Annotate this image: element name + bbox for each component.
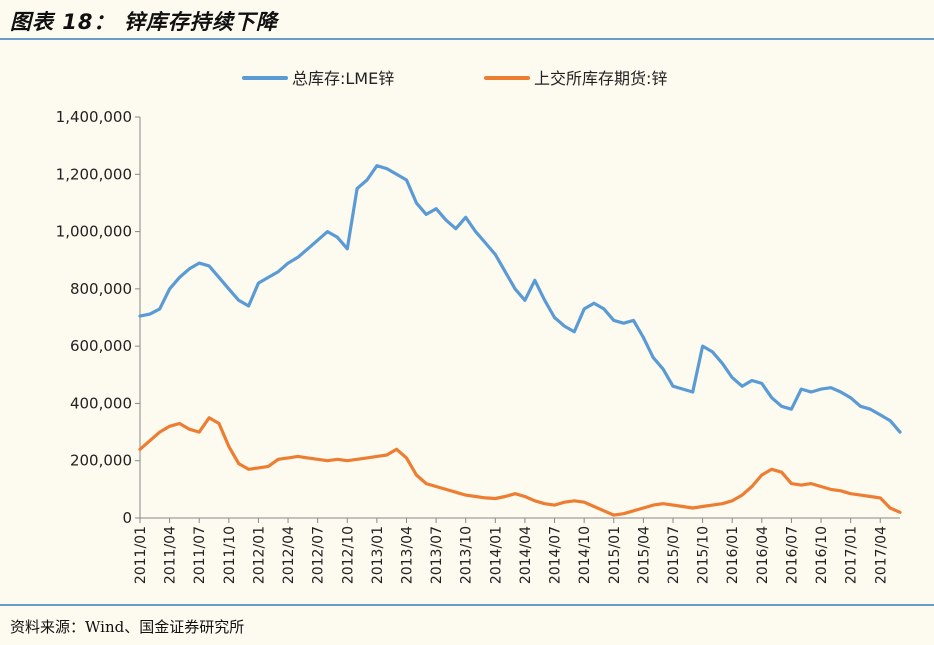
source-bar: 资料来源：Wind、国金证券研究所 [0, 604, 934, 645]
legend-label: 总库存:LME锌 [292, 69, 394, 88]
y-tick-label: 800,000 [70, 280, 132, 298]
line-chart: 总库存:LME锌 上交所库存期货:锌 0 200,000 400,000 600,000… [56, 69, 902, 584]
x-tick-label: 2016/01 [725, 526, 741, 584]
x-tick-label: 2013/10 [459, 526, 475, 584]
chart-title: 图表 18： 锌库存持续下降 [10, 10, 278, 34]
x-tick-label: 2013/07 [429, 526, 445, 584]
series-layer [138, 164, 902, 517]
x-axis: 2011/01 2011/04 2011/07 2011/10 2012/01 2012/… [133, 517, 900, 584]
x-tick-label: 2011/07 [192, 526, 208, 584]
x-tick-label: 2016/07 [784, 526, 800, 584]
legend: 总库存:LME锌 上交所库存期货:锌 [242, 69, 667, 88]
source-note: 资料来源：Wind、国金证券研究所 [10, 618, 245, 636]
x-tick-label: 2015/07 [666, 526, 682, 584]
x-tick-label: 2016/04 [755, 526, 771, 584]
x-tick-label: 2011/01 [133, 526, 149, 584]
x-tick-label: 2012/07 [311, 526, 327, 584]
x-tick-label: 2017/01 [844, 526, 860, 584]
x-tick-label: 2011/04 [163, 526, 179, 584]
x-tick-label: 2015/10 [696, 526, 712, 584]
y-tick-label: 1,400,000 [56, 108, 132, 126]
series-line-lme-zinc [138, 164, 902, 434]
x-tick-label: 2015/04 [636, 526, 652, 584]
x-tick-label: 2013/04 [399, 526, 415, 584]
y-tick-label: 600,000 [70, 337, 132, 355]
x-tick-label: 2016/10 [814, 526, 830, 584]
x-tick-label: 2014/04 [518, 526, 534, 584]
y-tick-label: 400,000 [70, 394, 132, 412]
x-tick-label: 2012/10 [340, 526, 356, 584]
x-tick-label: 2017/04 [873, 526, 889, 584]
x-tick-label: 2013/01 [370, 526, 386, 584]
x-tick-label: 2011/10 [222, 526, 238, 584]
y-tick-label: 1,000,000 [56, 223, 132, 241]
x-tick-label: 2012/01 [251, 526, 267, 584]
x-tick-label: 2014/07 [548, 526, 564, 584]
x-tick-label: 2012/04 [281, 526, 297, 584]
y-tick-label: 0 [122, 509, 132, 527]
x-tick-label: 2014/01 [488, 526, 504, 584]
title-bar: 图表 18： 锌库存持续下降 [0, 0, 934, 40]
y-tick-label: 200,000 [70, 452, 132, 470]
x-tick-label: 2014/10 [577, 526, 593, 584]
legend-label: 上交所库存期货:锌 [534, 69, 667, 88]
y-tick-label: 1,200,000 [56, 165, 132, 183]
x-tick-label: 2015/01 [607, 526, 623, 584]
y-axis: 0 200,000 400,000 600,000 800,000 1,000,000 1,… [56, 108, 141, 527]
series-line-shfe-zinc [138, 416, 902, 517]
